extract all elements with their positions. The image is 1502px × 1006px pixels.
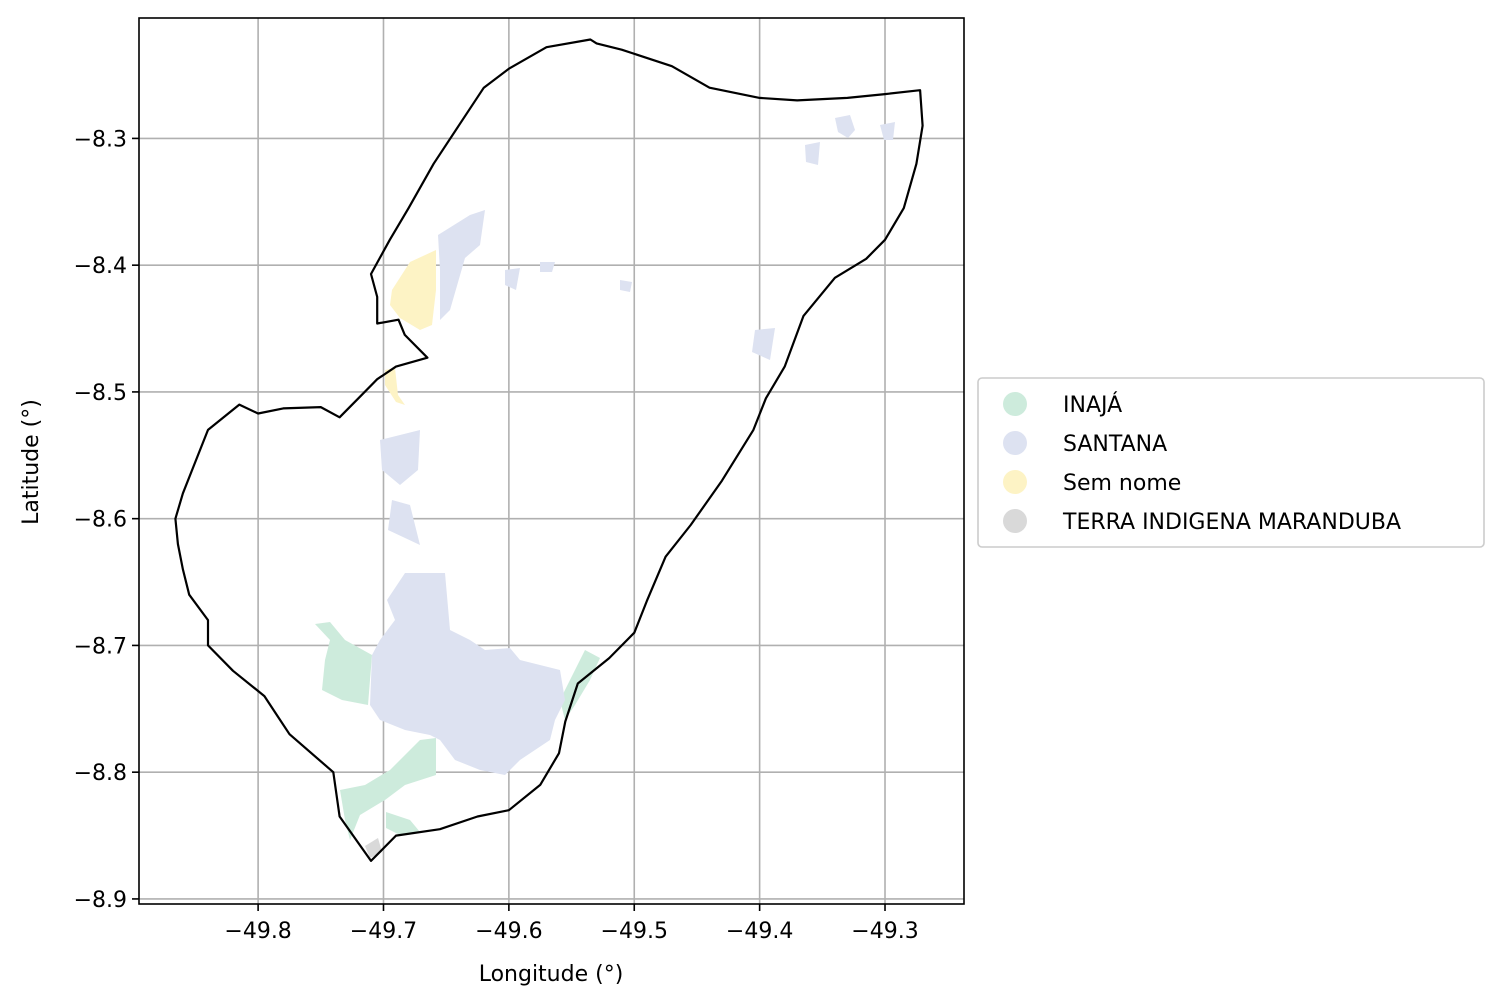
santana-area-e-4: [540, 262, 555, 272]
municipality-boundary: [174, 38, 924, 862]
x-axis-ticks: −49.8 −49.7 −49.6 −49.5 −49.4 −49.3: [224, 904, 919, 944]
santana-area-ne-3: [805, 142, 820, 165]
sem-nome-area-mid: [385, 368, 405, 405]
inaja-area-west: [315, 622, 372, 705]
x-tick-label-5: −49.3: [851, 919, 918, 944]
areas-layer: [315, 115, 895, 858]
legend-label-3: TERRA INDIGENA MARANDUBA: [1062, 510, 1401, 535]
axes-background: [139, 18, 964, 904]
sem-nome-area-north: [390, 250, 436, 330]
x-tick-label-3: −49.5: [601, 919, 668, 944]
y-tick-label-2: −8.5: [74, 381, 127, 406]
y-axis-label: Latitude (°): [19, 399, 44, 525]
legend-frame: [977, 377, 1485, 548]
legend-label-2: Sem nome: [1063, 471, 1181, 496]
grid-layer: [139, 18, 964, 904]
santana-area-ne-2: [880, 122, 895, 140]
y-tick-label-1: −8.4: [74, 254, 127, 279]
legend-label-1: SANTANA: [1063, 432, 1167, 457]
inaja-area-sw-strip: [386, 812, 420, 835]
legend-marker-3: [1003, 509, 1027, 533]
x-tick-label-0: −49.8: [224, 919, 291, 944]
santana-area-ne-1: [835, 115, 855, 138]
y-tick-label-4: −8.7: [74, 634, 127, 659]
inaja-area-south: [340, 738, 436, 840]
legend-marker-1: [1003, 431, 1027, 455]
y-axis-ticks: −8.3 −8.4 −8.5 −8.6 −8.7 −8.8 −8.9: [74, 127, 139, 913]
inaja-area-southeast: [560, 650, 600, 720]
y-tick-label-3: −8.6: [74, 508, 127, 533]
legend-marker-0: [1003, 392, 1027, 416]
santana-area-north: [438, 210, 485, 320]
santana-area-e-2: [505, 268, 520, 290]
x-tick-label-1: −49.7: [350, 919, 417, 944]
santana-area-e-1: [752, 328, 775, 360]
x-axis-label: Longitude (°): [479, 962, 624, 987]
legend: INAJÁ SANTANA Sem nome TERRA INDIGENA MARAN…: [977, 377, 1485, 548]
y-tick-label-0: −8.3: [74, 127, 127, 152]
boundary-line: [174, 38, 924, 862]
y-tick-label-5: −8.8: [74, 761, 127, 786]
legend-label-0: INAJÁ: [1063, 392, 1122, 418]
x-tick-label-2: −49.6: [475, 919, 542, 944]
axes-frame: [138, 17, 965, 905]
santana-area-mid2: [388, 500, 420, 545]
y-tick-label-6: −8.9: [74, 888, 127, 913]
x-tick-label-4: −49.4: [726, 919, 793, 944]
legend-marker-2: [1003, 470, 1027, 494]
santana-area-main: [370, 573, 565, 775]
santana-area-mid: [380, 430, 420, 485]
santana-area-e-3: [620, 280, 632, 292]
